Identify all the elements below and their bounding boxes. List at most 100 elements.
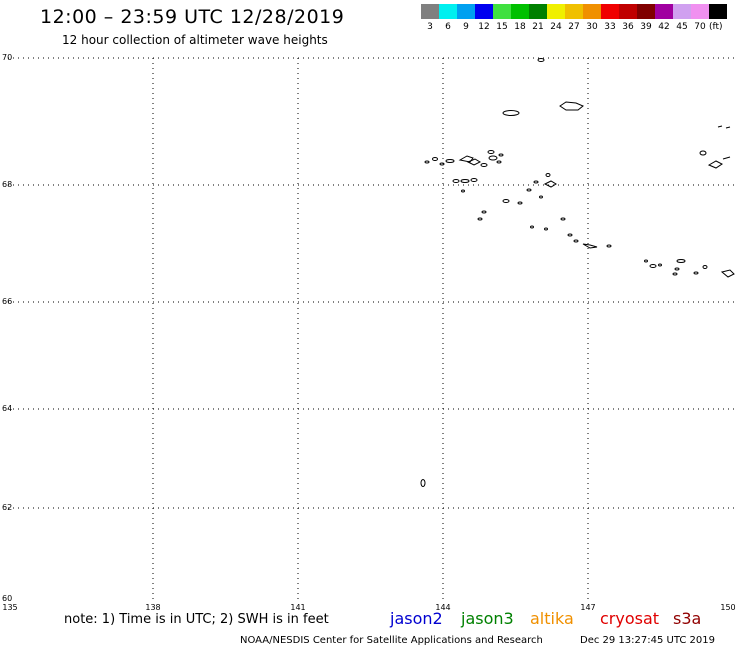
island-outline bbox=[480, 163, 488, 167]
island-outline bbox=[539, 195, 543, 199]
legend-label: 39 bbox=[640, 22, 652, 32]
lat-label-70: 70 bbox=[2, 53, 13, 62]
island-outline bbox=[498, 153, 504, 157]
island-outline bbox=[477, 217, 483, 221]
map-grid bbox=[8, 57, 735, 600]
wave-height-legend-labels: 3 6 9 12 15 18 21 24 27 30 33 36 39 42 45 70 (ft) bbox=[421, 22, 731, 32]
island-outline bbox=[445, 159, 455, 163]
legend-swatch bbox=[547, 4, 565, 19]
legend-label: 27 bbox=[568, 22, 580, 32]
island-outline bbox=[573, 239, 579, 243]
legend-label: 45 bbox=[676, 22, 688, 32]
legend-label: 6 bbox=[445, 22, 451, 32]
island-outline bbox=[481, 210, 487, 214]
lat-label-62: 62 bbox=[2, 503, 13, 512]
legend-label: 21 bbox=[532, 22, 544, 32]
island-outline bbox=[702, 265, 708, 269]
legend-label: 15 bbox=[496, 22, 508, 32]
island-outline bbox=[699, 150, 707, 156]
wave-height-color-legend bbox=[421, 4, 727, 19]
units-note: note: 1) Time is in UTC; 2) SWH is in fe… bbox=[64, 612, 329, 627]
island-outline bbox=[544, 227, 548, 231]
island-outline bbox=[460, 179, 470, 183]
lon-label-141: 141 bbox=[290, 603, 306, 612]
lon-label-147: 147 bbox=[580, 603, 596, 612]
island-outline bbox=[676, 259, 686, 263]
satellite-label-jason2: jason2 bbox=[390, 609, 443, 628]
island-outline bbox=[644, 259, 648, 263]
legend-label: 9 bbox=[463, 22, 469, 32]
island-outline bbox=[720, 269, 735, 278]
island-outline bbox=[537, 58, 545, 62]
island-outline bbox=[606, 244, 612, 248]
island-outline bbox=[526, 188, 532, 192]
island-outline bbox=[458, 155, 474, 163]
island-outline bbox=[672, 272, 678, 276]
island-outline bbox=[560, 217, 566, 221]
legend-label: 3 bbox=[427, 22, 433, 32]
legend-swatch bbox=[493, 4, 511, 19]
legend-label: 36 bbox=[622, 22, 634, 32]
lat-label-64: 64 bbox=[2, 404, 13, 413]
island-outline bbox=[582, 243, 598, 249]
lon-label-138: 138 bbox=[145, 603, 161, 612]
island-outline bbox=[432, 157, 438, 161]
legend-swatch bbox=[529, 4, 547, 19]
legend-label: (ft) bbox=[709, 22, 723, 32]
island-outline bbox=[502, 110, 520, 116]
legend-swatch bbox=[691, 4, 709, 19]
lon-label-135: 135 bbox=[2, 603, 18, 612]
legend-label: 33 bbox=[604, 22, 616, 32]
island-outline bbox=[543, 180, 557, 188]
legend-label: 30 bbox=[586, 22, 598, 32]
coastline-outlines bbox=[420, 58, 735, 487]
island-outline bbox=[722, 156, 731, 160]
timestamp-text: Dec 29 13:27:45 UTC 2019 bbox=[580, 635, 715, 646]
lon-label-144: 144 bbox=[435, 603, 451, 612]
island-outline bbox=[470, 178, 478, 182]
satellite-label-cryosat: cryosat bbox=[600, 609, 660, 628]
island-outline bbox=[488, 155, 498, 161]
island-outline bbox=[452, 179, 460, 183]
island-outline bbox=[693, 271, 699, 275]
lat-label-60: 60 bbox=[2, 594, 13, 603]
island-outline bbox=[533, 180, 539, 184]
island-outline bbox=[707, 160, 723, 169]
island-outline bbox=[674, 267, 680, 271]
island-outline bbox=[658, 263, 662, 267]
island-outline bbox=[649, 264, 657, 268]
legend-swatch bbox=[619, 4, 637, 19]
island-outline bbox=[424, 160, 430, 164]
legend-swatch bbox=[457, 4, 475, 19]
island-outline bbox=[559, 101, 584, 111]
legend-label: 70 bbox=[694, 22, 706, 32]
lon-label-150: 150 bbox=[720, 603, 736, 612]
island-outline bbox=[545, 173, 551, 177]
island-outline bbox=[517, 201, 523, 205]
island-outline bbox=[461, 189, 465, 193]
island-outline bbox=[487, 150, 495, 154]
legend-swatch bbox=[601, 4, 619, 19]
island-outline bbox=[496, 160, 502, 164]
legend-swatch bbox=[709, 4, 727, 19]
lat-label-68: 68 bbox=[2, 180, 13, 189]
satellite-label-jason3: jason3 bbox=[461, 609, 514, 628]
island-outline bbox=[567, 233, 573, 237]
credit-text: NOAA/NESDIS Center for Satellite Applica… bbox=[240, 635, 543, 646]
legend-swatch bbox=[511, 4, 529, 19]
legend-swatch bbox=[439, 4, 457, 19]
legend-swatch bbox=[673, 4, 691, 19]
legend-swatch bbox=[475, 4, 493, 19]
map-title: 12:00 – 23:59 UTC 12/28/2019 bbox=[40, 6, 345, 28]
satellite-label-s3a: s3a bbox=[673, 609, 702, 628]
legend-label: 12 bbox=[478, 22, 490, 32]
island-outline bbox=[439, 162, 445, 166]
satellite-label-altika: altika bbox=[530, 609, 574, 628]
island-outline bbox=[466, 158, 482, 166]
island-outline bbox=[420, 479, 426, 487]
legend-swatch bbox=[565, 4, 583, 19]
legend-label: 18 bbox=[514, 22, 526, 32]
legend-swatch bbox=[637, 4, 655, 19]
legend-swatch bbox=[583, 4, 601, 19]
